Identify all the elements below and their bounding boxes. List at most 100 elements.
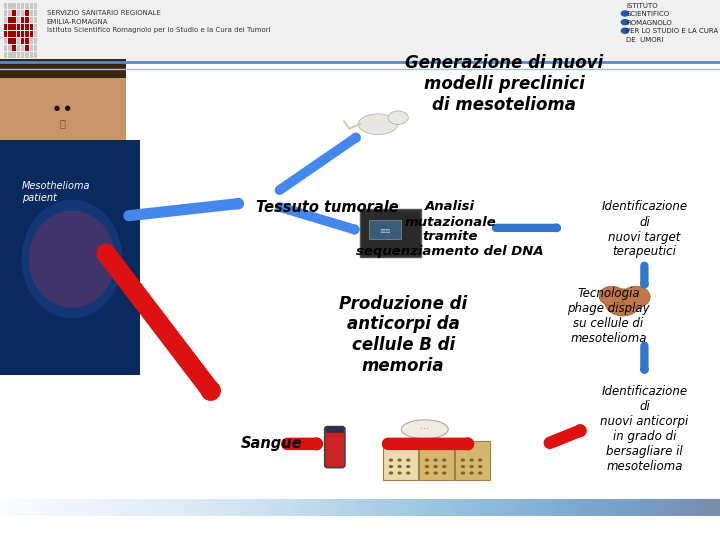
Bar: [34, 38, 37, 44]
Circle shape: [605, 289, 641, 316]
Bar: [17, 24, 20, 30]
Circle shape: [425, 458, 429, 462]
Circle shape: [621, 286, 650, 308]
Bar: [30, 52, 33, 58]
Text: Sangue: Sangue: [241, 436, 302, 451]
Circle shape: [461, 465, 465, 468]
Text: ⌣: ⌣: [60, 118, 66, 128]
Bar: [25, 10, 29, 16]
Bar: [12, 45, 16, 51]
Bar: [8, 38, 12, 44]
Bar: [30, 31, 33, 37]
Circle shape: [469, 458, 474, 462]
Circle shape: [397, 458, 402, 462]
Circle shape: [621, 10, 629, 17]
Bar: [4, 45, 7, 51]
Circle shape: [442, 465, 446, 468]
Circle shape: [433, 458, 438, 462]
Bar: [21, 31, 24, 37]
Circle shape: [469, 471, 474, 475]
Bar: [8, 17, 12, 23]
Bar: [34, 3, 37, 9]
Bar: [12, 3, 16, 9]
Bar: [34, 17, 37, 23]
Bar: [17, 38, 20, 44]
Bar: [0, 59, 126, 143]
Text: Identificazione
di
nuovi anticorpi
in grado di
bersagliare il
mesotelioma: Identificazione di nuovi anticorpi in gr…: [600, 386, 688, 473]
Text: SERVIZIO SANITARIO REGIONALE
EMILIA-ROMAGNA
Istituto Scientifico Romagnolo per l: SERVIZIO SANITARIO REGIONALE EMILIA-ROMA…: [47, 10, 271, 33]
Bar: [17, 31, 20, 37]
Circle shape: [406, 458, 410, 462]
Circle shape: [425, 471, 429, 475]
Ellipse shape: [29, 211, 115, 308]
Bar: [4, 31, 7, 37]
Bar: [0, 0, 720, 62]
Bar: [30, 45, 33, 51]
Bar: [17, 3, 20, 9]
Text: ≡≡: ≡≡: [379, 228, 391, 234]
Bar: [21, 38, 24, 44]
Bar: [4, 17, 7, 23]
Circle shape: [397, 471, 402, 475]
Bar: [12, 38, 16, 44]
Bar: [12, 10, 16, 16]
FancyBboxPatch shape: [325, 427, 345, 468]
Circle shape: [478, 465, 482, 468]
Circle shape: [442, 458, 446, 462]
Bar: [30, 24, 33, 30]
Bar: [17, 17, 20, 23]
Text: Tecnologia
phage display
su cellule di
mesotelioma: Tecnologia phage display su cellule di m…: [567, 287, 649, 345]
Bar: [21, 10, 24, 16]
Bar: [25, 45, 29, 51]
Text: ISTITUTO
SCIENTIFICO
ROMAGNOLO
PER LO STUDIO E LA CURA
DE  UMORI: ISTITUTO SCIENTIFICO ROMAGNOLO PER LO ST…: [626, 3, 719, 43]
Bar: [25, 52, 29, 58]
Bar: [8, 24, 12, 30]
Bar: [34, 24, 37, 30]
Bar: [326, 426, 343, 432]
Bar: [21, 3, 24, 9]
FancyBboxPatch shape: [419, 441, 454, 480]
Text: Produzione di
anticorpi da
cellule B di
memoria: Produzione di anticorpi da cellule B di …: [339, 295, 467, 375]
Bar: [8, 3, 12, 9]
Text: Mesothelioma
patient: Mesothelioma patient: [22, 181, 90, 203]
Bar: [34, 52, 37, 58]
Bar: [17, 10, 20, 16]
Bar: [21, 45, 24, 51]
Ellipse shape: [388, 111, 408, 124]
Circle shape: [442, 471, 446, 475]
Circle shape: [478, 458, 482, 462]
Bar: [4, 10, 7, 16]
Bar: [4, 3, 7, 9]
Text: Generazione di nuovi
modelli preclinici
di mesotelioma: Generazione di nuovi modelli preclinici …: [405, 54, 603, 113]
Bar: [34, 10, 37, 16]
Bar: [0, 59, 126, 78]
Bar: [17, 52, 20, 58]
Bar: [12, 31, 16, 37]
Bar: [25, 3, 29, 9]
Bar: [21, 17, 24, 23]
FancyBboxPatch shape: [360, 209, 421, 256]
Circle shape: [406, 465, 410, 468]
Bar: [30, 38, 33, 44]
Bar: [12, 24, 16, 30]
Circle shape: [406, 471, 410, 475]
Bar: [30, 3, 33, 9]
Circle shape: [433, 471, 438, 475]
Bar: [8, 10, 12, 16]
Bar: [4, 52, 7, 58]
FancyBboxPatch shape: [369, 220, 401, 239]
Circle shape: [389, 465, 393, 468]
Bar: [25, 24, 29, 30]
Bar: [34, 45, 37, 51]
Circle shape: [425, 465, 429, 468]
Text: Identificazione
di
nuovi target
terapeutici: Identificazione di nuovi target terapeut…: [601, 200, 688, 259]
Circle shape: [389, 458, 393, 462]
Text: Analisi
mutazionale
tramite
sequenziamento del DNA: Analisi mutazionale tramite sequenziamen…: [356, 200, 544, 259]
Bar: [34, 31, 37, 37]
Circle shape: [621, 28, 629, 34]
Circle shape: [469, 465, 474, 468]
FancyBboxPatch shape: [455, 441, 490, 480]
Bar: [30, 17, 33, 23]
Circle shape: [461, 471, 465, 475]
Bar: [12, 17, 16, 23]
